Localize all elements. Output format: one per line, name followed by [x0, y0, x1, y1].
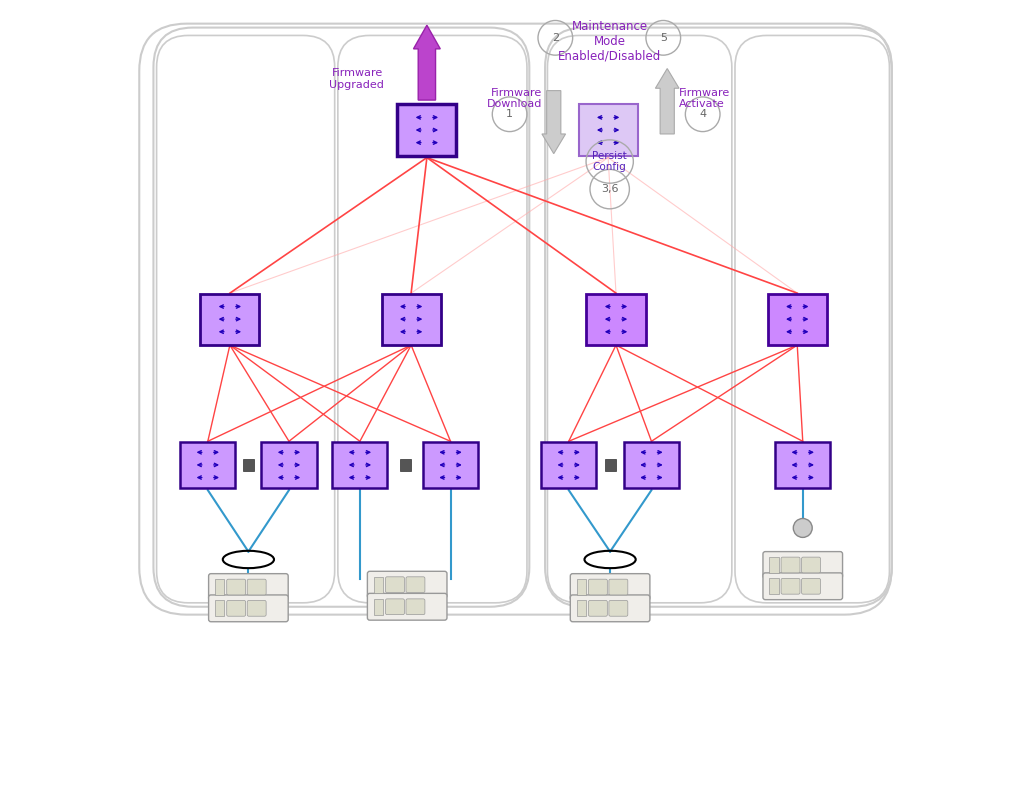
FancyBboxPatch shape — [332, 442, 387, 488]
FancyBboxPatch shape — [227, 600, 245, 616]
FancyBboxPatch shape — [570, 595, 650, 622]
FancyBboxPatch shape — [215, 579, 225, 595]
FancyBboxPatch shape — [576, 579, 586, 595]
Text: Firmware
Download: Firmware Download — [486, 87, 542, 110]
FancyBboxPatch shape — [406, 599, 425, 615]
FancyBboxPatch shape — [801, 578, 821, 594]
FancyBboxPatch shape — [215, 600, 225, 616]
FancyBboxPatch shape — [209, 595, 288, 622]
FancyBboxPatch shape — [589, 579, 608, 595]
Text: 1: 1 — [506, 110, 513, 119]
FancyBboxPatch shape — [227, 579, 245, 595]
FancyBboxPatch shape — [576, 600, 586, 616]
FancyBboxPatch shape — [367, 593, 447, 620]
FancyBboxPatch shape — [587, 294, 646, 345]
FancyBboxPatch shape — [609, 579, 628, 595]
Text: 2: 2 — [552, 33, 559, 43]
FancyArrow shape — [655, 69, 679, 134]
FancyBboxPatch shape — [397, 105, 456, 156]
FancyBboxPatch shape — [763, 573, 842, 600]
FancyBboxPatch shape — [769, 557, 778, 573]
FancyBboxPatch shape — [763, 552, 842, 578]
Text: 4: 4 — [699, 110, 706, 119]
FancyBboxPatch shape — [570, 574, 650, 600]
FancyBboxPatch shape — [769, 578, 778, 594]
FancyBboxPatch shape — [382, 294, 441, 345]
FancyBboxPatch shape — [374, 577, 383, 593]
Circle shape — [793, 519, 812, 537]
FancyBboxPatch shape — [609, 600, 628, 616]
FancyBboxPatch shape — [589, 600, 608, 616]
FancyBboxPatch shape — [579, 105, 638, 156]
FancyArrow shape — [414, 25, 440, 100]
FancyBboxPatch shape — [243, 459, 254, 471]
FancyBboxPatch shape — [262, 442, 317, 488]
FancyBboxPatch shape — [400, 459, 411, 471]
FancyBboxPatch shape — [385, 577, 405, 593]
FancyBboxPatch shape — [374, 599, 383, 615]
FancyBboxPatch shape — [423, 442, 478, 488]
FancyBboxPatch shape — [541, 442, 596, 488]
Text: Firmware
Activate: Firmware Activate — [679, 87, 731, 110]
FancyBboxPatch shape — [247, 600, 266, 616]
FancyBboxPatch shape — [624, 442, 679, 488]
Text: Persist
Config: Persist Config — [592, 151, 627, 173]
FancyBboxPatch shape — [781, 578, 800, 594]
FancyBboxPatch shape — [801, 557, 821, 573]
FancyBboxPatch shape — [209, 574, 288, 600]
FancyBboxPatch shape — [604, 459, 616, 471]
FancyArrow shape — [542, 91, 565, 154]
Text: 3,6: 3,6 — [601, 184, 619, 194]
Text: Maintenance
Mode
Enabled/Disabled: Maintenance Mode Enabled/Disabled — [558, 20, 661, 63]
FancyBboxPatch shape — [768, 294, 827, 345]
FancyBboxPatch shape — [247, 579, 266, 595]
Text: 5: 5 — [659, 33, 667, 43]
FancyBboxPatch shape — [385, 599, 405, 615]
FancyBboxPatch shape — [781, 557, 800, 573]
FancyBboxPatch shape — [180, 442, 235, 488]
FancyBboxPatch shape — [406, 577, 425, 593]
FancyBboxPatch shape — [775, 442, 830, 488]
FancyBboxPatch shape — [367, 571, 447, 598]
Text: Firmware
Upgraded: Firmware Upgraded — [329, 68, 384, 90]
FancyBboxPatch shape — [201, 294, 260, 345]
